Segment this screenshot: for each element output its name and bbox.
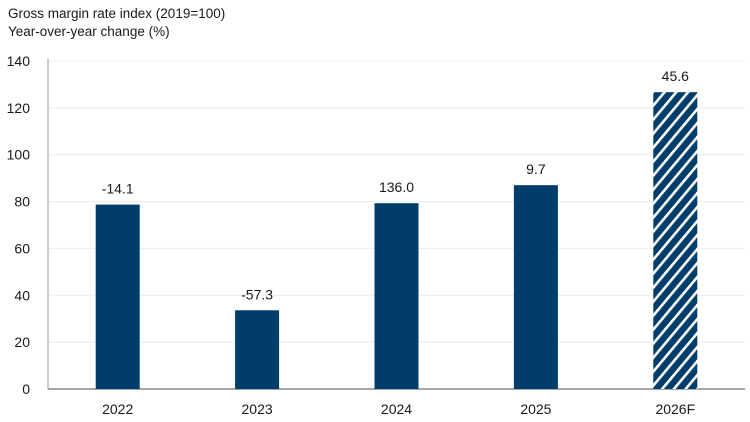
y-tick-label: 100	[7, 147, 31, 163]
y-tick-label: 140	[7, 53, 31, 69]
chart-subtitle: Year-over-year change (%)	[8, 24, 170, 39]
x-tick-label: 2025	[520, 401, 551, 417]
x-tick-label: 2022	[102, 401, 133, 417]
data-label: 136.0	[379, 179, 414, 195]
y-tick-label: 20	[14, 334, 30, 350]
y-tick-label: 40	[14, 287, 30, 303]
y-tick-label: 80	[14, 194, 30, 210]
bar-2022	[95, 204, 140, 389]
x-tick-label: 2023	[242, 401, 273, 417]
y-tick-label: 120	[7, 100, 31, 116]
y-tick-label: 60	[14, 240, 30, 256]
bar-2023	[235, 310, 280, 389]
data-label: -57.3	[241, 286, 273, 302]
chart-title: Gross margin rate index (2019=100)	[8, 6, 226, 21]
bar-2024	[374, 203, 419, 389]
x-tick-label: 2024	[381, 401, 412, 417]
bar-2026F	[653, 92, 698, 389]
data-label: -14.1	[102, 181, 134, 197]
chart-titles: Gross margin rate index (2019=100) Year-…	[8, 5, 225, 41]
x-tick-label: 2026F	[655, 401, 695, 417]
bar-2025	[513, 185, 558, 389]
data-label: 9.7	[526, 161, 546, 177]
data-label: 45.6	[662, 68, 689, 84]
y-tick-label: 0	[22, 381, 30, 397]
